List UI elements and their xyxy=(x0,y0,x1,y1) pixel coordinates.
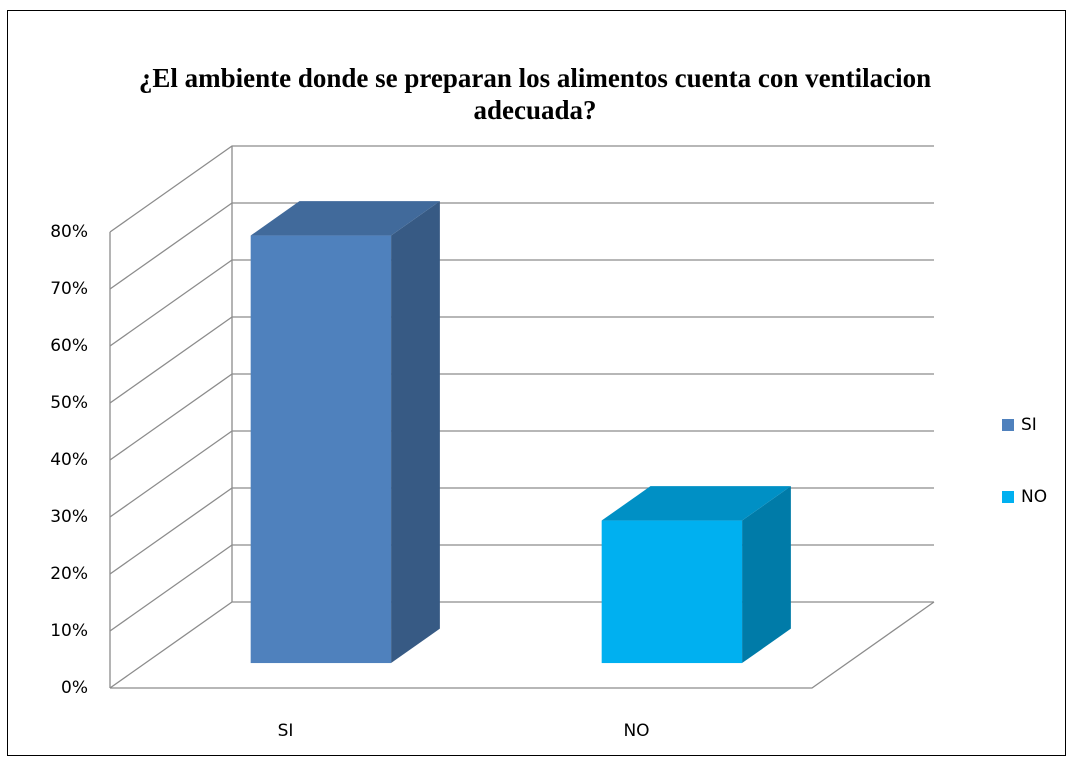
y-tick-label: 70% xyxy=(50,279,88,299)
y-tick-label: 40% xyxy=(50,450,88,470)
grid-line xyxy=(109,430,934,518)
grid-line xyxy=(109,145,934,233)
grid-line xyxy=(109,487,934,575)
y-tick-label: 50% xyxy=(50,393,88,413)
x-tick-label: SI xyxy=(278,721,294,741)
grid-line xyxy=(109,373,934,461)
grid-line xyxy=(109,316,934,404)
y-tick-label: 30% xyxy=(50,507,88,527)
y-tick-label: 60% xyxy=(50,336,88,356)
grid-line xyxy=(109,259,934,347)
grid-line xyxy=(109,202,934,290)
legend-swatch xyxy=(1002,491,1014,503)
floor-edge xyxy=(110,601,935,689)
y-tick-label: 80% xyxy=(50,222,88,242)
grid-line xyxy=(109,601,934,689)
y-tick-label: 20% xyxy=(50,564,88,584)
y-tick-label: 0% xyxy=(61,678,88,698)
bar-side xyxy=(391,201,440,664)
legend-label: NO xyxy=(1021,487,1047,507)
bar-top xyxy=(250,201,440,236)
chart-border xyxy=(7,10,1066,756)
x-tick-label: NO xyxy=(623,721,649,741)
legend-label: SI xyxy=(1021,415,1037,435)
y-tick-label: 10% xyxy=(50,621,88,641)
bar-top xyxy=(601,486,791,521)
grid-line xyxy=(109,544,934,632)
legend-swatch xyxy=(1002,419,1014,431)
bar xyxy=(601,520,743,664)
bar xyxy=(250,235,392,664)
chart-title: ¿El ambiente donde se preparan los alime… xyxy=(138,63,932,125)
bar-side xyxy=(742,486,791,664)
